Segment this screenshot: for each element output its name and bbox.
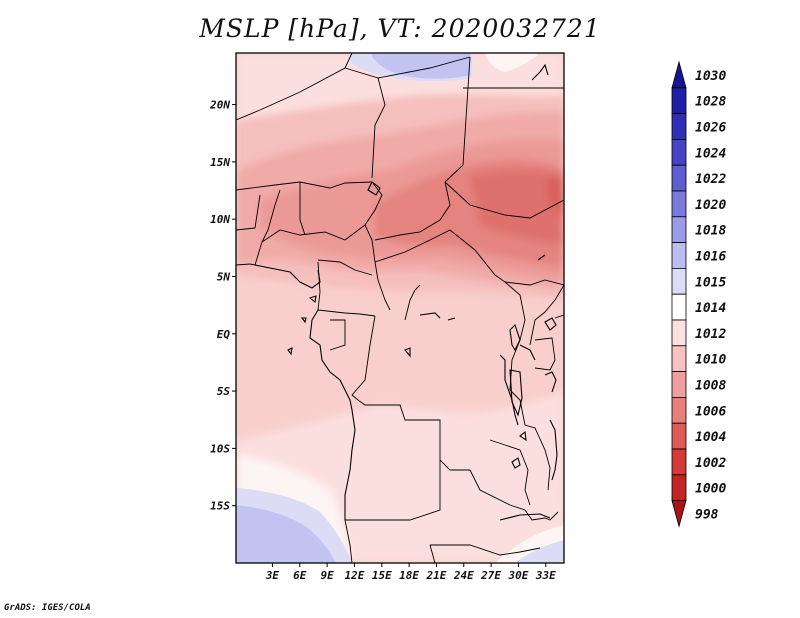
- colorbar-label: 1010: [695, 353, 726, 368]
- colorbar-label: 1002: [695, 456, 726, 471]
- colorbar-top-arrow: [671, 60, 687, 89]
- lat-tick-label: 15S: [210, 500, 230, 513]
- lon-tick-label: 6E: [293, 569, 307, 582]
- colorbar-swatch: [671, 164, 687, 192]
- coastlines-lakes: [236, 63, 558, 521]
- lat-tick-label: EQ: [217, 328, 231, 341]
- lon-tick-label: 3E: [265, 569, 280, 582]
- lat-tick-label: 10N: [210, 213, 230, 226]
- map-title: MSLP [hPa], VT: 2020032721: [199, 14, 601, 43]
- lon-tick-label: 15E: [372, 569, 392, 582]
- pressure-zone-1016-top: [372, 53, 470, 79]
- colorbar-label: 1015: [695, 275, 726, 290]
- lat-tick-label: 15N: [210, 156, 230, 169]
- colorbar-label: 1018: [695, 224, 726, 239]
- lon-tick-label: 21E: [426, 569, 447, 582]
- colorbar-swatch: [671, 267, 687, 295]
- pressure-zone-1015-southeast: [515, 540, 564, 563]
- colorbar-label: 1024: [695, 146, 726, 161]
- pressure-zone-1012-north: [236, 53, 564, 120]
- colorbar-swatch: [671, 396, 687, 424]
- colorbar-swatch: [671, 448, 687, 476]
- colorbar-swatch: [671, 242, 687, 269]
- pressure-field: [236, 53, 564, 563]
- lat-tick-label: 5S: [217, 385, 231, 398]
- lat-tick-label: 5N: [217, 270, 231, 283]
- lat-tick-label: 20N: [209, 99, 230, 112]
- colorbar-swatch: [671, 293, 687, 321]
- colorbar-bottom-arrow: [671, 500, 687, 528]
- colorbar-label: 1004: [695, 430, 726, 445]
- colorbar-swatch: [671, 113, 687, 140]
- colorbar-label: 1000: [695, 482, 726, 497]
- colorbar-label: 1026: [695, 121, 726, 136]
- lon-tick-label: 33E: [535, 569, 556, 582]
- lon-tick-label: 30E: [508, 569, 529, 582]
- lon-tick-label: 24E: [453, 569, 474, 582]
- colorbar-swatch: [671, 87, 687, 115]
- grads-credit: GrADS: IGES/COLA: [4, 603, 91, 613]
- lat-tick-label: 10S: [210, 442, 230, 455]
- colorbar-swatch: [671, 422, 687, 450]
- colorbar-label: 1012: [695, 327, 726, 342]
- colorbar-label: 1006: [695, 404, 726, 419]
- colorbar-swatch: [671, 216, 687, 244]
- colorbar-label: 1030: [695, 69, 726, 84]
- colorbar-swatch: [671, 138, 687, 166]
- colorbar-label: 1022: [695, 172, 726, 187]
- colorbar-label: 998: [695, 508, 719, 523]
- colorbar-label: 1016: [695, 250, 726, 265]
- pressure-zone-1016-southwest: [236, 505, 336, 563]
- lon-tick-label: 12E: [345, 569, 365, 582]
- colorbar-swatch: [671, 371, 687, 398]
- pressure-zone-1014-top: [485, 53, 540, 72]
- colorbar-label: 1014: [695, 301, 726, 316]
- map-frame: [235, 52, 565, 564]
- colorbar-label: 1008: [695, 379, 726, 394]
- colorbar: 1030 1028 1026 1024 1022 1020 1018 1016 1015 1014…: [671, 60, 726, 528]
- colorbar-label: 1020: [695, 198, 726, 213]
- colorbar-label: 1028: [695, 95, 726, 110]
- latitude-axis: 20N 15N 10N 5N EQ 5S 10S 15S: [209, 99, 236, 513]
- colorbar-swatch: [671, 190, 687, 218]
- longitude-axis: 3E 6E 9E 12E 15E 18E 21E 24E 27E 30E 33E: [265, 563, 556, 582]
- colorbar-swatch: [671, 474, 687, 501]
- lon-tick-label: 27E: [480, 569, 501, 582]
- pressure-zone-1006-core: [470, 169, 564, 245]
- colorbar-swatch: [671, 345, 687, 372]
- pressure-zone-1005-spot: [548, 177, 564, 215]
- lon-tick-label: 9E: [320, 569, 334, 582]
- lon-tick-label: 18E: [399, 569, 419, 582]
- colorbar-swatch: [671, 319, 687, 347]
